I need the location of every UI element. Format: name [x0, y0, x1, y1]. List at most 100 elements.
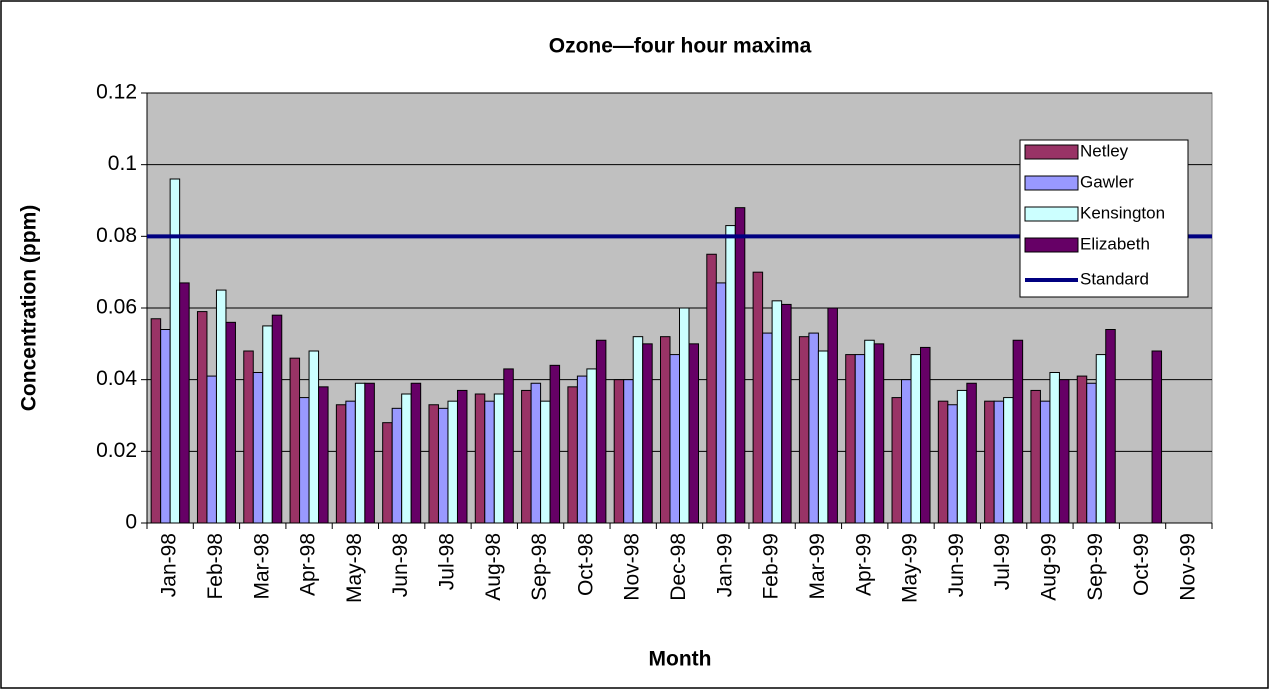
bar — [160, 329, 171, 524]
bar — [845, 354, 856, 524]
bar — [345, 400, 356, 524]
bar — [725, 225, 736, 524]
bar — [623, 379, 634, 524]
bar — [1003, 397, 1014, 524]
bar — [1039, 400, 1051, 524]
bar — [456, 389, 468, 524]
x-tick-label: Nov-99 — [1176, 533, 1199, 601]
x-tick-label: Sep-99 — [1084, 533, 1107, 601]
bar — [920, 346, 931, 524]
bar — [493, 393, 505, 524]
bar — [169, 178, 181, 524]
bar — [484, 400, 495, 524]
bar — [808, 332, 819, 524]
chart-title: Ozone—four hour maxima — [549, 35, 812, 58]
x-tick-label: Sep-98 — [528, 533, 551, 601]
bar — [567, 386, 578, 524]
x-tick-label: May-98 — [343, 533, 366, 603]
bar — [632, 336, 644, 524]
x-tick-label: Apr-99 — [852, 533, 875, 596]
bar — [854, 354, 866, 524]
bar — [817, 350, 829, 524]
bar — [215, 289, 227, 524]
bar — [873, 343, 885, 524]
bar — [956, 389, 968, 524]
x-tick-label: Feb-98 — [204, 533, 227, 600]
bar — [642, 343, 653, 524]
bar — [391, 407, 403, 524]
y-axis-label: Concentration (ppm) — [18, 205, 41, 411]
bar — [771, 300, 783, 524]
bar — [447, 400, 458, 524]
bar — [289, 357, 301, 524]
bar — [364, 382, 375, 524]
bar — [688, 343, 699, 524]
legend-label: Gawler — [1080, 172, 1134, 191]
x-tick-label: Mar-98 — [250, 533, 273, 600]
y-tick-label: 0.02 — [96, 439, 137, 462]
bar — [530, 382, 542, 524]
bar — [299, 397, 310, 524]
bar — [669, 354, 680, 524]
bar — [150, 318, 162, 524]
legend-label: Netley — [1080, 141, 1129, 160]
bar — [196, 311, 208, 524]
bar — [613, 379, 625, 524]
bar — [715, 282, 727, 524]
x-tick-label: Oct-99 — [1130, 533, 1153, 596]
bar — [1049, 372, 1060, 524]
legend-swatch — [1024, 206, 1079, 222]
bar — [308, 350, 320, 524]
bar — [864, 339, 875, 524]
bar — [576, 375, 588, 524]
x-tick-label: Jul-99 — [991, 533, 1014, 590]
bar — [1105, 329, 1116, 524]
bar — [660, 336, 671, 524]
x-tick-label: Aug-99 — [1037, 533, 1060, 601]
y-tick-label: 0.08 — [96, 224, 137, 247]
bar — [437, 407, 449, 524]
bar — [937, 400, 949, 524]
y-tick-label: 0 — [125, 511, 137, 534]
x-tick-label: Nov-98 — [621, 533, 644, 601]
bar — [262, 325, 273, 524]
bar — [1086, 382, 1097, 524]
bar — [225, 321, 236, 524]
bar — [1012, 339, 1024, 524]
bar — [271, 314, 283, 524]
bar — [595, 339, 607, 524]
bar — [752, 271, 764, 524]
bar — [318, 386, 329, 524]
legend-label: Elizabeth — [1080, 234, 1150, 253]
x-tick-label: Apr-98 — [297, 533, 320, 596]
bar — [781, 303, 792, 524]
bar — [206, 375, 217, 524]
x-tick-label: May-99 — [899, 533, 922, 603]
bar — [401, 393, 412, 524]
bar — [410, 382, 422, 524]
bar — [540, 400, 551, 524]
x-tick-label: Jul-98 — [436, 533, 459, 590]
bar — [382, 422, 393, 524]
y-tick-label: 0.12 — [96, 81, 137, 104]
bar — [798, 336, 810, 524]
bar — [1076, 375, 1088, 524]
bar — [521, 389, 532, 524]
bar — [1058, 379, 1070, 524]
bar — [966, 382, 977, 524]
x-axis-label: Month — [649, 648, 712, 671]
bar — [243, 350, 254, 524]
x-tick-label: Aug-98 — [482, 533, 505, 601]
bar — [586, 368, 597, 524]
x-tick-label: Jan-99 — [713, 533, 736, 597]
bar — [984, 400, 995, 524]
x-tick-label: Jun-98 — [389, 533, 412, 597]
bar — [891, 397, 903, 524]
bar — [679, 307, 690, 524]
bar — [335, 404, 347, 524]
x-tick-label: Mar-99 — [806, 533, 829, 600]
bar — [762, 332, 773, 524]
y-tick-label: 0.1 — [108, 152, 137, 175]
legend-swatch — [1024, 237, 1079, 253]
